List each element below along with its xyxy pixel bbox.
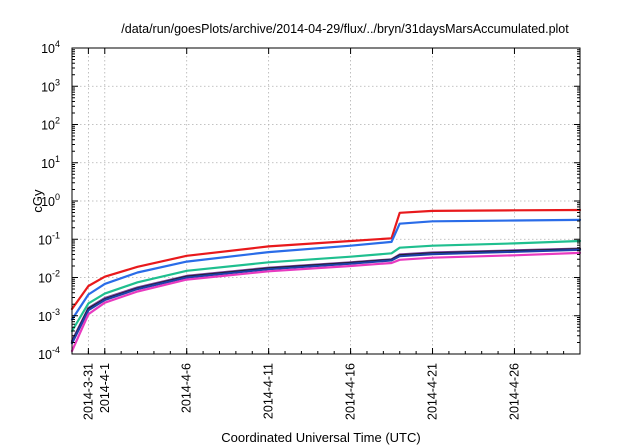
series-group	[70, 208, 582, 353]
y-tick-label: 104	[41, 39, 60, 56]
y-tick-label: 102	[41, 116, 60, 133]
y-tick-label: 10-2	[38, 269, 60, 286]
chart-title: /data/run/goesPlots/archive/2014-04-29/f…	[121, 22, 569, 36]
x-axis: 2014-3-31 2014-4-1 2014-4-6 2014-4-11 2014-4…	[71, 48, 581, 420]
series-line-6	[70, 248, 582, 345]
y-tick-exponent: 2	[55, 116, 60, 126]
series-line-2	[70, 218, 582, 321]
x-tick-label: 2014-4-26	[507, 363, 521, 420]
y-tick-label: 103	[41, 77, 60, 94]
x-tick-label: 2014-4-16	[344, 363, 358, 420]
x-tick-label: 2014-3-31	[81, 363, 95, 420]
y-tick-exponent: 1	[55, 154, 60, 164]
y-tick-exponent: -1	[52, 230, 60, 240]
y-tick-label: 10-4	[38, 345, 60, 362]
y-tick-exponent: -3	[52, 307, 60, 317]
x-axis-label: Coordinated Universal Time (UTC)	[221, 430, 420, 445]
x-tick-label: 2014-4-11	[262, 363, 276, 419]
x-tick-label: 2014-4-21	[426, 363, 440, 420]
y-tick-exponent: -2	[52, 269, 60, 279]
series-line-1	[70, 208, 582, 311]
x-tick-label: 2014-4-1	[98, 363, 112, 413]
y-tick-exponent: 3	[55, 77, 60, 87]
series-line-7	[70, 251, 582, 353]
x-tick-label: 2014-4-6	[180, 363, 194, 413]
series-line-4	[70, 247, 582, 342]
y-tick-exponent: -4	[52, 345, 60, 355]
y-tick-exponent: 0	[55, 192, 60, 202]
y-tick-label: 10-1	[38, 230, 60, 247]
y-axis-label: cGy	[30, 189, 45, 213]
series-line-3	[70, 239, 582, 333]
y-tick-exponent: 4	[55, 39, 60, 49]
y-tick-label: 10-3	[38, 307, 60, 324]
y-tick-label: 101	[41, 154, 60, 171]
grid	[72, 48, 580, 354]
